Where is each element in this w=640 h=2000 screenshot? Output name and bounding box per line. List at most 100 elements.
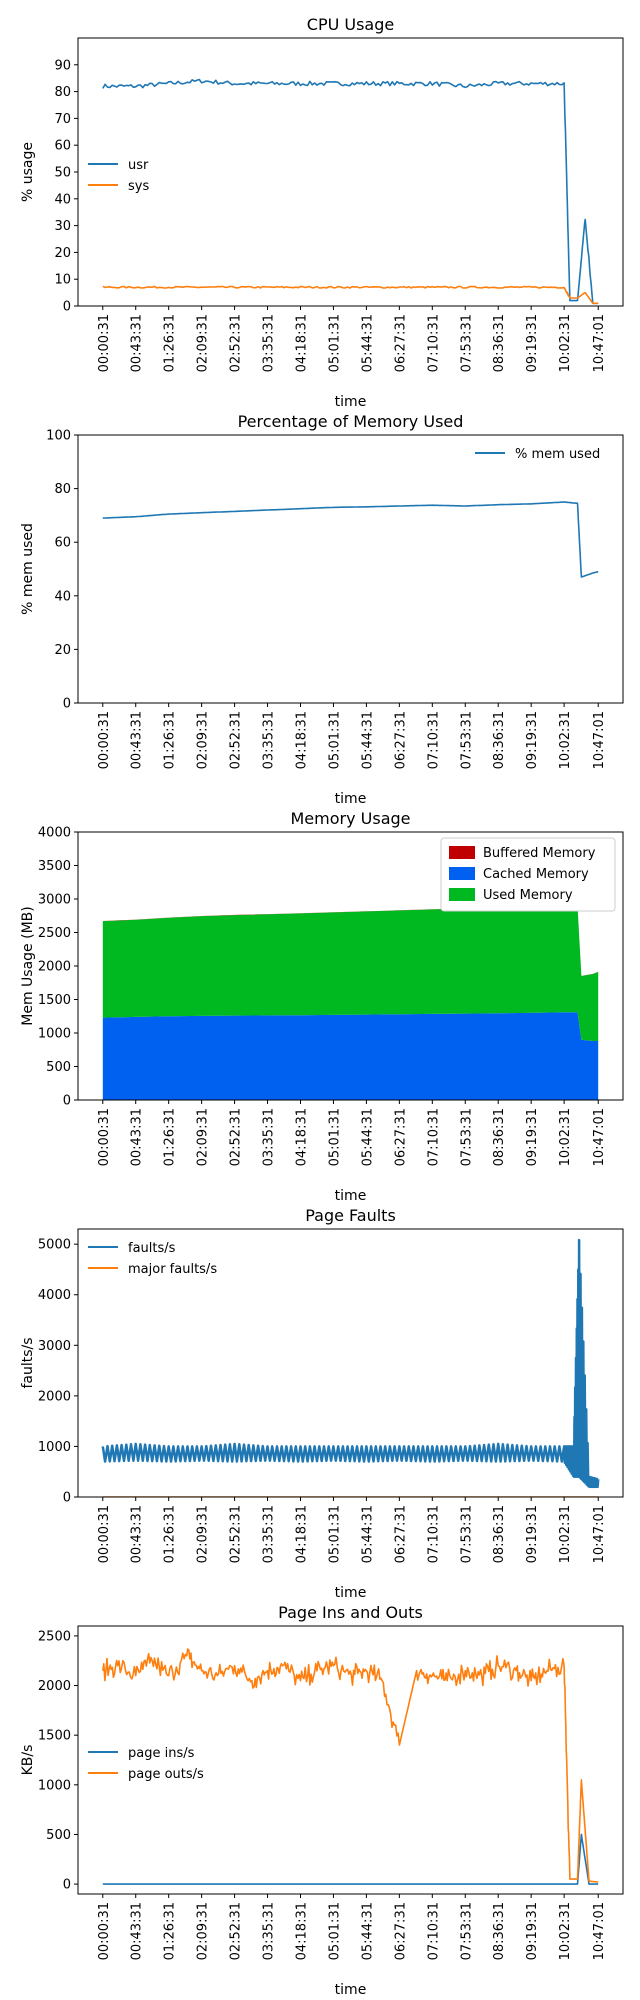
x-tick-label: 05:01:31 [327,1108,342,1166]
y-tick-label: 40 [54,192,71,207]
y-tick-label: 2500 [38,926,71,941]
y-tick-label: 20 [54,246,71,261]
y-tick-label: 60 [54,139,71,154]
y-tick-label: 70 [54,112,71,127]
y-tick-label: 0 [63,1094,71,1109]
x-tick-label: 02:52:31 [229,314,244,372]
x-tick-label: 10:02:31 [558,314,573,372]
y-axis-label: % mem used [20,523,36,615]
chart-title: CPU Usage [307,15,394,34]
y-tick-label: 500 [46,1060,71,1075]
chart-title: Memory Usage [290,809,410,828]
legend-label: page outs/s [128,1767,204,1782]
x-tick-label: 03:35:31 [262,1902,277,1960]
x-tick-label: 07:53:31 [459,1108,474,1166]
x-tick-label: 00:00:31 [97,711,112,769]
x-tick-label: 07:10:31 [426,1505,441,1563]
plot-area [102,501,599,578]
x-tick-label: 02:52:31 [229,1902,244,1960]
chart-4: Page Faults 0 1000 2000 3000 4000 5000 00:00:31… [20,1206,624,1601]
x-tick-label: 09:19:31 [525,1902,540,1960]
x-tick-label: 05:01:31 [327,711,342,769]
legend: page ins/s page outs/s [88,1746,204,1782]
y-tick-label: 90 [54,58,71,73]
chart-title: Page Faults [305,1206,396,1225]
x-tick-label: 10:47:01 [592,711,607,769]
x-tick-label: 08:36:31 [492,1505,507,1563]
x-tick-label: 02:09:31 [196,1902,211,1960]
x-tick-label: 06:27:31 [393,314,408,372]
area-used-memory [102,905,599,1041]
y-tick-label: 5000 [38,1238,71,1253]
x-tick-label: 02:52:31 [229,1108,244,1166]
x-tick-label: 10:02:31 [558,1108,573,1166]
x-tick-label: 08:36:31 [492,1902,507,1960]
x-tick-label: 00:00:31 [97,1505,112,1563]
series-line--mem-used [102,501,599,578]
x-axis-label: time [335,1585,367,1601]
x-tick-label: 05:01:31 [327,1505,342,1563]
chart-3: Memory Usage 0 500 1000 1500 2000 2500 3000 3500… [20,809,624,1204]
axes-frame [77,1228,624,1498]
x-tick-label: 10:47:01 [592,1108,607,1166]
x-tick-label: 06:27:31 [393,711,408,769]
plot-area [102,78,599,305]
y-tick-label: 50 [54,166,71,181]
y-tick-label: 80 [54,482,71,497]
x-tick-label: 07:10:31 [426,1108,441,1166]
series-line-sys [102,285,599,305]
x-tick-label: 05:44:31 [360,1505,375,1563]
y-tick-label: 80 [54,85,71,100]
x-tick-label: 02:09:31 [196,314,211,372]
series-line-page-ins-s [102,1833,599,1885]
legend-label: faults/s [128,1241,176,1256]
legend-swatch [449,846,475,859]
y-tick-label: 2000 [38,960,71,975]
legend-swatch [449,888,475,901]
x-tick-label: 01:26:31 [163,1108,178,1166]
x-tick-label: 09:19:31 [525,314,540,372]
legend: usr sys [88,158,149,194]
y-axis-label: % usage [20,142,36,202]
legend: faults/s major faults/s [88,1241,217,1277]
y-tick-label: 0 [63,1878,71,1893]
legend-label: page ins/s [128,1746,195,1761]
x-tick-label: 02:09:31 [196,1108,211,1166]
axes-frame [77,434,624,704]
y-tick-label: 1000 [38,1440,71,1455]
plot-area [102,1648,599,1885]
x-tick-label: 07:10:31 [426,1902,441,1960]
y-tick-label: 60 [54,536,71,551]
x-tick-label: 07:53:31 [459,314,474,372]
x-tick-label: 04:18:31 [294,1505,309,1563]
x-tick-label: 07:53:31 [459,711,474,769]
y-tick-label: 10 [54,273,71,288]
x-tick-label: 01:26:31 [163,1505,178,1563]
x-tick-label: 07:53:31 [459,1505,474,1563]
x-axis-label: time [335,394,367,410]
y-tick-label: 0 [63,1491,71,1506]
x-tick-label: 02:09:31 [196,711,211,769]
area-cached-memory [102,1012,599,1100]
x-tick-label: 05:44:31 [360,1902,375,1960]
x-tick-label: 03:35:31 [262,314,277,372]
x-tick-label: 04:18:31 [294,711,309,769]
legend-label: % mem used [515,447,600,462]
x-tick-label: 03:35:31 [262,711,277,769]
y-tick-label: 40 [54,589,71,604]
x-tick-label: 01:26:31 [163,711,178,769]
x-tick-label: 06:27:31 [393,1108,408,1166]
x-tick-label: 09:19:31 [525,1505,540,1563]
x-tick-label: 07:10:31 [426,711,441,769]
x-tick-label: 00:43:31 [130,711,145,769]
legend-label: major faults/s [128,1262,217,1277]
x-tick-label: 10:02:31 [558,711,573,769]
y-tick-label: 100 [46,429,71,444]
chart-2: Percentage of Memory Used 0 20 40 60 80 100 00:… [20,412,624,807]
x-tick-label: 05:01:31 [327,314,342,372]
legend-label: Used Memory [483,888,573,903]
y-axis-label: faults/s [20,1337,36,1388]
series-line-faults-s [101,1238,600,1489]
legend-label: Cached Memory [483,867,589,882]
legend-label: sys [128,179,149,194]
